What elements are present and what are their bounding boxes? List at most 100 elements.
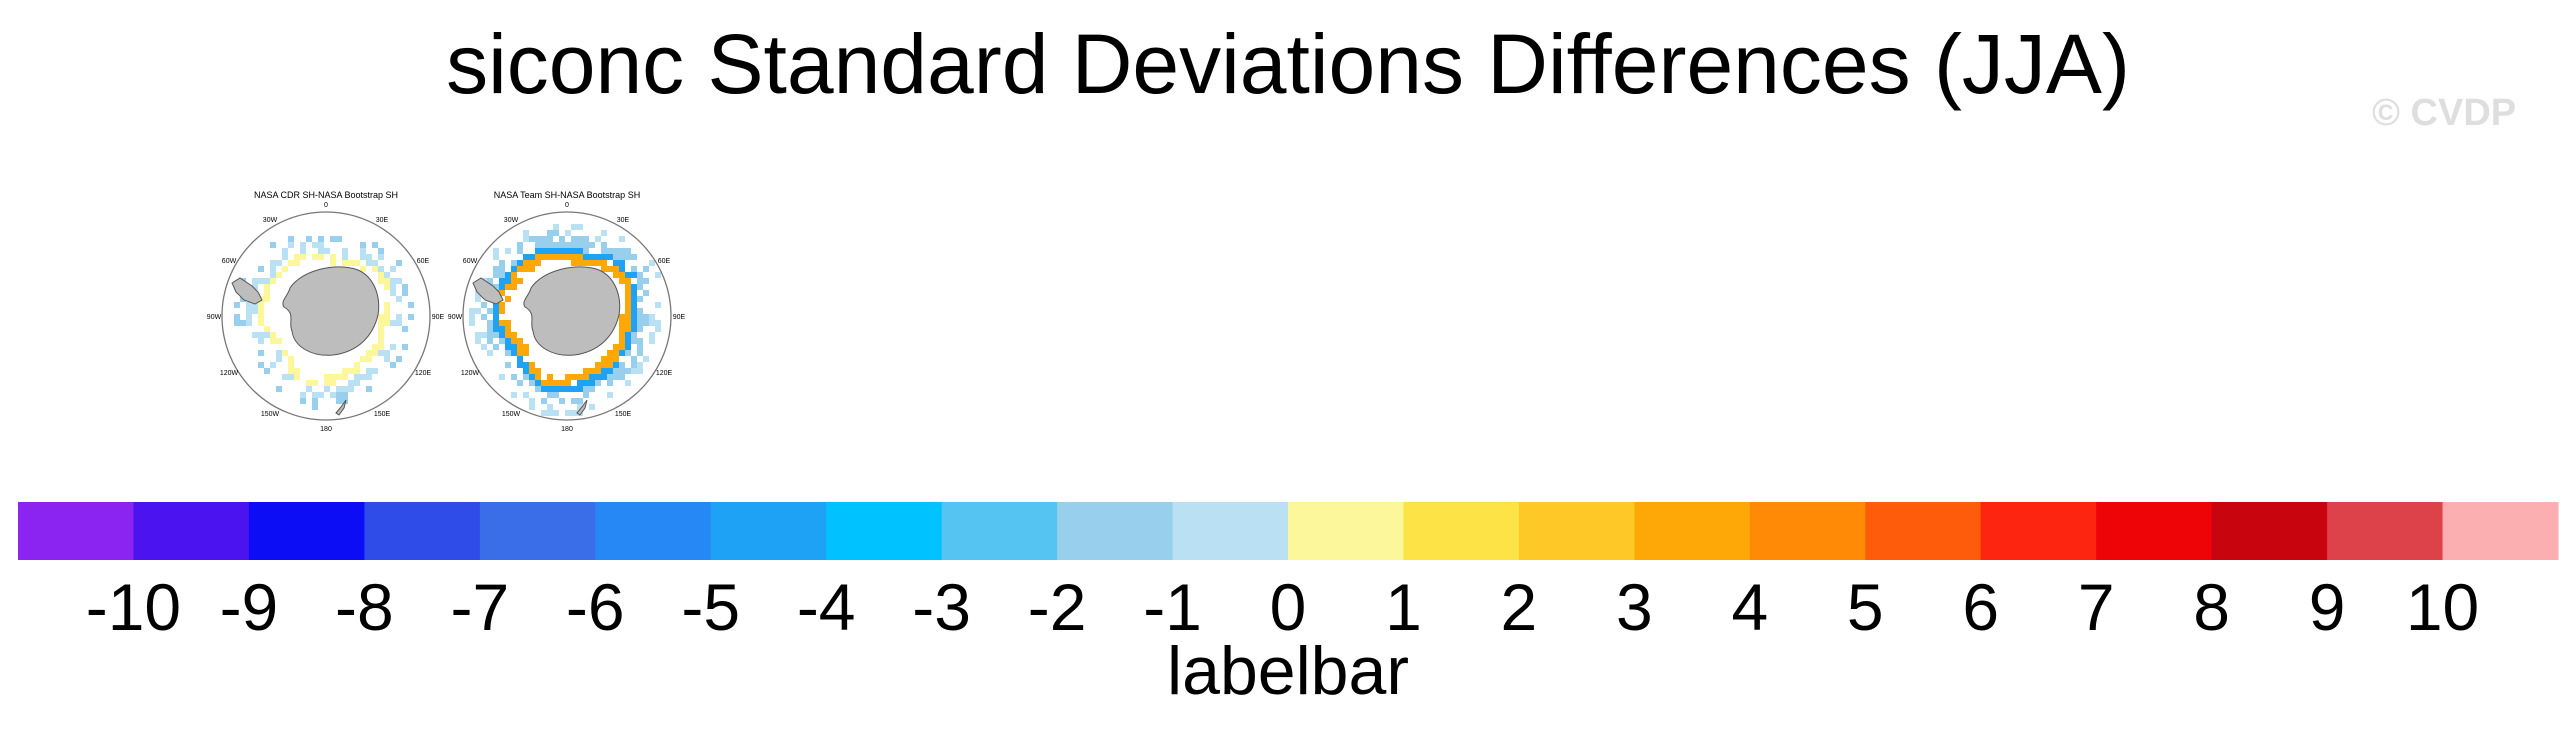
map-grid-cell bbox=[631, 326, 637, 332]
map-grid-cell bbox=[547, 236, 553, 242]
map-grid-cell bbox=[571, 254, 577, 260]
map-grid-cell bbox=[246, 308, 252, 314]
map-grid-cell bbox=[589, 368, 595, 374]
map-grid-cell bbox=[511, 392, 517, 398]
map-grid-cell bbox=[601, 254, 607, 260]
colorbar-tick-label: 0 bbox=[1270, 570, 1307, 644]
map-grid-cell bbox=[408, 302, 414, 308]
map-grid-cell bbox=[619, 332, 625, 338]
map-grid-cell bbox=[330, 374, 336, 380]
map-grid-cell bbox=[631, 272, 637, 278]
map-grid-cell bbox=[583, 254, 589, 260]
map-grid-cell bbox=[348, 386, 354, 392]
map-grid-cell bbox=[312, 392, 318, 398]
map-grid-cell bbox=[601, 260, 607, 266]
map-grid-cell bbox=[493, 344, 499, 350]
map-grid-cell bbox=[264, 296, 270, 302]
antarctica-landmass bbox=[523, 266, 621, 356]
map-grid-cell bbox=[613, 260, 619, 266]
colorbar-tick-label: 6 bbox=[1962, 570, 1999, 644]
map-grid-cell bbox=[354, 260, 360, 266]
colorbar-box bbox=[2442, 502, 2559, 560]
colorbar-box bbox=[133, 502, 250, 560]
map-grid-cell bbox=[378, 266, 384, 272]
map-grid-cell bbox=[541, 248, 547, 254]
map-grid-cell bbox=[643, 320, 649, 326]
map-grid-cell bbox=[517, 356, 523, 362]
colorbar-box bbox=[826, 502, 943, 560]
map-grid-cell bbox=[270, 242, 276, 248]
map-grid-cell bbox=[493, 320, 499, 326]
map-grid-cell bbox=[589, 254, 595, 260]
longitude-label: 30W bbox=[504, 217, 519, 224]
map-grid-cell bbox=[481, 302, 487, 308]
map-grid-cell bbox=[378, 344, 384, 350]
map-grid-cell bbox=[571, 224, 577, 230]
map-grid-cell bbox=[559, 386, 565, 392]
map-grid-cell bbox=[607, 368, 613, 374]
map-grid-cell bbox=[613, 374, 619, 380]
map-grid-cell bbox=[270, 362, 276, 368]
map-grid-cell bbox=[342, 374, 348, 380]
page-title: siconc Standard Deviations Differences (… bbox=[446, 17, 2130, 111]
map-grid-cell bbox=[643, 356, 649, 362]
map-grid-cell bbox=[499, 260, 505, 266]
map-grid-cell bbox=[487, 320, 493, 326]
colorbar bbox=[18, 502, 2559, 560]
map-grid-cell bbox=[300, 254, 306, 260]
colorbar-tick-label: 1 bbox=[1385, 570, 1422, 644]
colorbar-box bbox=[248, 502, 365, 560]
map-grid-cell bbox=[288, 236, 294, 242]
map-boundary bbox=[462, 211, 672, 421]
map-grid-cell bbox=[258, 302, 264, 308]
map-grid-cell bbox=[306, 380, 312, 386]
longitude-label: 30W bbox=[263, 217, 278, 224]
map-grid-cell bbox=[300, 392, 306, 398]
longitude-labels: 0 30E 60E 90E 120E 150E 180 150W 120W 90W 60W 30W bbox=[207, 202, 445, 433]
map-grid-cell bbox=[583, 248, 589, 254]
map-grid-cell bbox=[529, 362, 535, 368]
map-grid-cell bbox=[589, 242, 595, 248]
map-grid-cell bbox=[318, 254, 324, 260]
map-grid-cell bbox=[523, 392, 529, 398]
map-grid-cell bbox=[294, 254, 300, 260]
map-grid-cell bbox=[547, 380, 553, 386]
map-grid-cell bbox=[306, 236, 312, 242]
map-grid-cell bbox=[288, 356, 294, 362]
map-grid-cell bbox=[625, 302, 631, 308]
map-grid-cell bbox=[372, 344, 378, 350]
map-grid-cell bbox=[583, 368, 589, 374]
map-grid-cell bbox=[499, 374, 505, 380]
map-grid-cell bbox=[631, 314, 637, 320]
map-grid-cell bbox=[282, 350, 288, 356]
map-grid-cell bbox=[577, 398, 583, 404]
map-grid-cell bbox=[619, 362, 625, 368]
map-grid-cell bbox=[366, 254, 372, 260]
map-grid-cell bbox=[553, 248, 559, 254]
map-grid-cell bbox=[408, 314, 414, 320]
map-grid-cell bbox=[499, 272, 505, 278]
map-grid-cell bbox=[577, 224, 583, 230]
map-grid-cell bbox=[535, 386, 541, 392]
map-grid-cell bbox=[505, 362, 511, 368]
map-grid-cell bbox=[607, 350, 613, 356]
map-grid-cell bbox=[396, 356, 402, 362]
map-grid-cell bbox=[535, 260, 541, 266]
map-grid-cell bbox=[517, 338, 523, 344]
map-grid-cell bbox=[396, 320, 402, 326]
map-panel-nasa-cdr: NASA CDR SH-NASA Bootstrap SH 0 30E 60E 90E… bbox=[207, 190, 445, 433]
map-grid-cell bbox=[553, 242, 559, 248]
colorbar-box bbox=[364, 502, 481, 560]
map-grid-cell bbox=[252, 332, 258, 338]
map-grid-cell bbox=[649, 338, 655, 344]
map-panel-nasa-team: NASA Team SH-NASA Bootstrap SH 0 30E 60E 90… bbox=[448, 190, 686, 433]
map-grid-cell bbox=[384, 356, 390, 362]
map-grid-cell bbox=[607, 248, 613, 254]
map-grid-cell bbox=[246, 320, 252, 326]
map-grid-cell bbox=[282, 248, 288, 254]
map-grid-cell bbox=[631, 320, 637, 326]
map-grid-cell bbox=[583, 386, 589, 392]
map-grid-cell bbox=[517, 266, 523, 272]
map-grid-cell bbox=[511, 344, 517, 350]
map-grid-cell bbox=[288, 368, 294, 374]
